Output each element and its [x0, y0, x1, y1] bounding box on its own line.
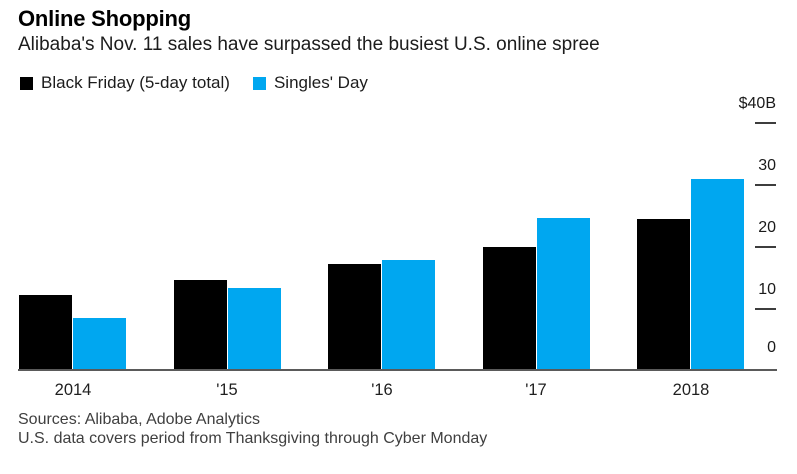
- legend-label-singles-day: Singles' Day: [273, 73, 368, 92]
- bar-black-friday-5-day-total-2014: [19, 295, 72, 369]
- x-axis-baseline: [18, 369, 777, 371]
- bar-black-friday-5-day-total-16: [328, 264, 381, 369]
- chart-subtitle: Alibaba's Nov. 11 sales have surpassed t…: [18, 34, 600, 55]
- bar-singles-day-2018: [691, 179, 744, 369]
- bar-black-friday-5-day-total-15: [174, 280, 227, 369]
- y-axis-label-40: $40B: [738, 95, 776, 112]
- legend-swatch-blue-icon: [252, 76, 266, 90]
- y-tick-dash-10: [755, 308, 776, 310]
- x-axis-label-15: '15: [216, 381, 238, 399]
- y-axis-label-20: 20: [758, 219, 776, 236]
- y-axis-label-30: 30: [758, 157, 776, 174]
- legend-item-black-friday: Black Friday (5-day total): [20, 73, 230, 93]
- legend-swatch-black-icon: [20, 76, 33, 90]
- legend-item-singles-day: Singles' Day: [252, 73, 368, 93]
- y-tick-dash-40: [755, 122, 776, 124]
- bar-singles-day-15: [228, 288, 281, 369]
- legend-label-black-friday: Black Friday (5-day total): [41, 73, 230, 92]
- bar-singles-day-17: [537, 218, 590, 369]
- chart-title: Online Shopping: [18, 6, 191, 31]
- x-axis-label-17: '17: [525, 381, 547, 399]
- bar-singles-day-16: [382, 260, 435, 369]
- x-axis-label-2018: 2018: [672, 381, 710, 399]
- y-axis-label-10: 10: [758, 281, 776, 298]
- bar-black-friday-5-day-total-17: [483, 247, 536, 369]
- source-note: Sources: Alibaba, Adobe Analytics: [18, 411, 260, 428]
- y-tick-dash-20: [755, 246, 776, 248]
- y-tick-dash-30: [755, 184, 776, 186]
- x-axis-label-16: '16: [371, 381, 393, 399]
- bar-singles-day-2014: [73, 318, 126, 369]
- footnotes: Sources: Alibaba, Adobe Analytics U.S. d…: [18, 411, 487, 448]
- coverage-note: U.S. data covers period from Thanksgivin…: [18, 429, 488, 447]
- legend: Black Friday (5-day total) Singles' Day: [20, 73, 368, 93]
- x-axis-label-2014: 2014: [54, 381, 92, 399]
- bar-black-friday-5-day-total-2018: [637, 219, 690, 369]
- y-axis-label-0: 0: [767, 339, 776, 356]
